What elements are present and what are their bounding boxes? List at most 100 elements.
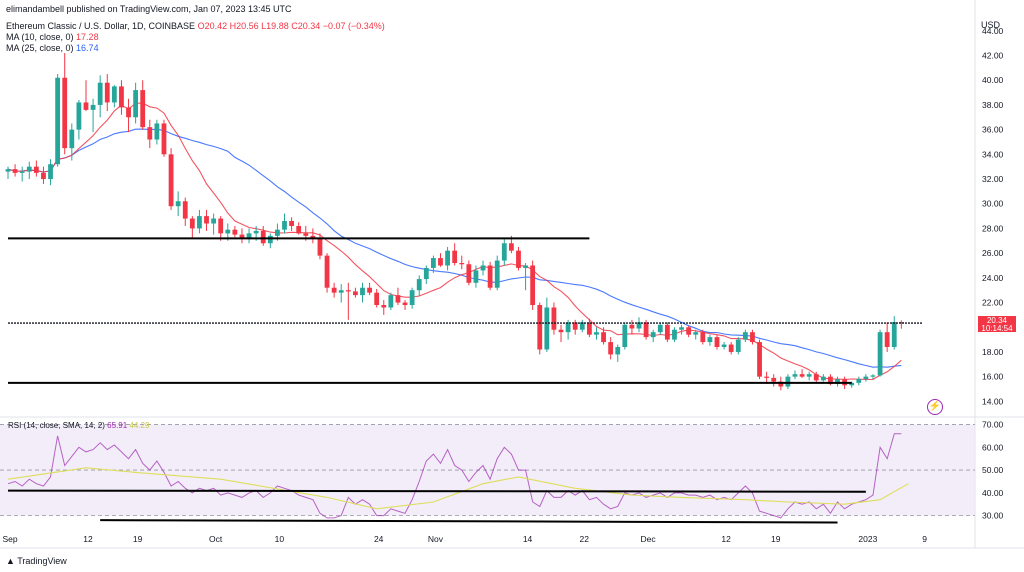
candle-body xyxy=(820,376,826,381)
candle-body xyxy=(19,171,25,173)
candle-body xyxy=(452,250,458,264)
time-tick-label: Oct xyxy=(209,534,223,544)
candle-body xyxy=(473,270,479,283)
candle-body xyxy=(884,332,890,348)
time-tick-label: Sep xyxy=(2,534,17,544)
candle-body xyxy=(126,107,131,118)
rsi-sma-line xyxy=(7,467,909,510)
lightning-icon[interactable]: ⚡ xyxy=(927,399,943,415)
candle-body xyxy=(253,230,259,234)
candle-body xyxy=(870,375,876,377)
ma10-line xyxy=(7,102,902,381)
candle-body xyxy=(806,374,812,377)
candle-body xyxy=(62,77,68,149)
candle-body xyxy=(813,374,819,381)
ma10-legend: MA (10, close, 0) 17.28 xyxy=(6,32,99,42)
candle-body xyxy=(239,234,245,239)
candle-body xyxy=(615,347,621,355)
candle-body xyxy=(487,265,493,288)
candle-body xyxy=(721,344,727,348)
price-tick-label: 26.00 xyxy=(982,248,1004,258)
candle-body xyxy=(771,377,777,382)
candle-body xyxy=(750,332,755,343)
candle-body xyxy=(154,123,160,140)
candle-body xyxy=(856,379,862,383)
candle-body xyxy=(147,127,153,140)
candle-body xyxy=(168,154,174,207)
time-tick-label: 24 xyxy=(374,534,384,544)
candle-body xyxy=(835,379,840,385)
time-tick-label: 12 xyxy=(721,534,731,544)
candle-body xyxy=(537,305,543,350)
candle-body xyxy=(41,172,46,180)
candle-body xyxy=(232,229,238,235)
candle-body xyxy=(636,322,642,329)
candle-body xyxy=(799,374,805,377)
candle-body xyxy=(544,307,550,350)
candle-body xyxy=(182,201,188,219)
candle-body xyxy=(508,243,514,251)
symbol-name: Ethereum Classic / U.S. Dollar, 1D, COIN… xyxy=(6,21,196,31)
candle-body xyxy=(672,329,677,340)
candle-body xyxy=(55,77,61,165)
candle-body xyxy=(197,216,202,229)
candle-body xyxy=(438,258,443,266)
candle-body xyxy=(26,166,32,172)
candle-body xyxy=(735,339,741,352)
time-tick-label: 12 xyxy=(83,534,93,544)
candle-body xyxy=(565,322,571,333)
candle-body xyxy=(310,235,316,239)
rsi-tick-label: 40.00 xyxy=(982,488,1004,498)
candle-body xyxy=(679,327,684,330)
time-tick-label: 22 xyxy=(580,534,590,544)
candle-body xyxy=(650,332,656,338)
time-tick-label: 19 xyxy=(771,534,781,544)
price-tick-label: 42.00 xyxy=(982,51,1004,61)
price-tick-label: 34.00 xyxy=(982,149,1004,159)
candle-body xyxy=(778,381,784,387)
tv-logo-icon: ▲ xyxy=(6,556,15,566)
candle-body xyxy=(338,290,344,293)
candle-body xyxy=(629,324,635,329)
candle-body xyxy=(296,225,302,234)
candle-body xyxy=(480,265,486,271)
price-tick-label: 40.00 xyxy=(982,75,1004,85)
rsi-sma-value: 44.29 xyxy=(129,421,150,430)
candle-body xyxy=(345,290,351,292)
time-tick-label: Nov xyxy=(428,534,444,544)
candle-body xyxy=(466,264,472,283)
candle-body xyxy=(516,250,521,268)
time-tick-label: 19 xyxy=(133,534,143,544)
candle-body xyxy=(360,287,365,296)
candle-body xyxy=(367,287,372,293)
candle-body xyxy=(246,233,252,239)
rsi-tick-label: 60.00 xyxy=(982,442,1004,452)
candle-body xyxy=(459,263,465,265)
candle-body xyxy=(225,229,231,234)
rsi-trend-line xyxy=(100,519,838,524)
candle-body xyxy=(423,267,429,280)
candle-body xyxy=(714,337,720,348)
candle-body xyxy=(643,322,649,338)
rsi-tick-label: 70.00 xyxy=(982,420,1004,430)
ohlc-close: C20.34 xyxy=(291,21,321,31)
tradingview-logo[interactable]: ▲ TradingView xyxy=(6,556,67,566)
price-tick-label: 36.00 xyxy=(982,125,1004,135)
candle-body xyxy=(530,265,536,306)
candle-body xyxy=(764,376,770,378)
last-price: 20.34 xyxy=(986,316,1008,325)
ohlc-low: L19.88 xyxy=(261,21,289,31)
time-tick-label: Dec xyxy=(641,534,657,544)
candle-body xyxy=(523,265,528,268)
candle-body xyxy=(586,322,592,335)
rsi-line xyxy=(7,433,902,519)
candle-body xyxy=(501,243,507,261)
candle-body xyxy=(608,342,614,355)
candle-body xyxy=(891,322,897,348)
candle-body xyxy=(161,123,167,155)
candle-body xyxy=(119,86,124,108)
ma25-legend: MA (25, close, 0) 16.74 xyxy=(6,43,99,53)
candle-body xyxy=(324,255,330,288)
candle-body xyxy=(133,90,139,118)
